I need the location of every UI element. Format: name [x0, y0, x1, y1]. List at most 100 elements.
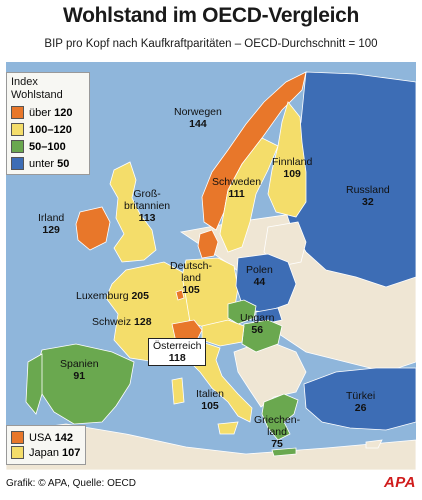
- label-tuerkei-name: Türkei: [346, 390, 376, 402]
- legend-swatch-green: [11, 140, 24, 153]
- label-spanien: Spanien 91: [60, 358, 99, 382]
- label-griechenland-value: 75: [271, 438, 283, 450]
- region-irland: [75, 206, 111, 251]
- legend-item-value: 100–120: [29, 123, 72, 136]
- label-luxemburg-name: Luxemburg: [76, 290, 129, 302]
- source-credit: Grafik: © APA, Quelle: OECD: [6, 478, 136, 489]
- comparison-box: USA 142 Japan 107: [6, 425, 86, 465]
- label-schweiz-value: 128: [134, 316, 152, 328]
- label-schweiz: Schweiz 128: [92, 316, 152, 328]
- region-griechenland: [261, 393, 299, 441]
- legend-title-line1: Index: [11, 76, 38, 88]
- label-russland-name: Russland: [346, 184, 390, 196]
- label-italien-name: Italien: [196, 388, 225, 400]
- label-grossbritannien: Groß- britannien 113: [124, 188, 170, 224]
- label-deutschland-value: 105: [182, 284, 200, 296]
- legend-swatch-yellow: [11, 123, 24, 136]
- label-irland-name: Irland: [38, 212, 65, 224]
- label-norwegen: Norwegen 144: [174, 106, 222, 130]
- legend-swatch-blue: [11, 157, 24, 170]
- region-tuerkei: [303, 367, 416, 431]
- legend-item-prefix: über: [29, 106, 55, 119]
- legend-item-value: 50: [57, 157, 70, 170]
- region-norwegen: [201, 71, 307, 231]
- label-deutschland-name2: land: [181, 272, 201, 284]
- label-tuerkei: Türkei 26: [346, 390, 375, 414]
- label-griechenland-name2: land: [267, 426, 287, 438]
- legend-item-value: 120: [54, 106, 73, 119]
- label-oesterreich-name: Österreich: [153, 340, 202, 352]
- region-zypern: [365, 439, 383, 449]
- label-deutschland: Deutsch- land 105: [170, 260, 212, 296]
- legend-item: 50–100: [11, 140, 85, 153]
- region-sizilien: [217, 421, 239, 435]
- label-grossbritannien-value: 113: [138, 212, 156, 224]
- label-schweiz-name: Schweiz: [92, 316, 132, 328]
- label-polen-value: 44: [253, 276, 266, 288]
- label-oesterreich-value: 118: [168, 352, 186, 364]
- label-finnland-name: Finnland: [272, 156, 313, 168]
- comparison-name: Japan: [29, 446, 59, 459]
- apa-logo: APA: [383, 474, 416, 491]
- label-norwegen-name: Norwegen: [174, 106, 222, 118]
- legend-swatch-orange: [11, 106, 24, 119]
- legend-item: über 120: [11, 106, 85, 119]
- label-griechenland-name1: Griechen-: [254, 414, 301, 426]
- map-area: Norwegen 144 Finnland 109 Schweden 111 R…: [6, 62, 416, 470]
- label-ungarn-name: Ungarn: [240, 312, 275, 324]
- region-kreta: [271, 447, 297, 457]
- region-sardinien: [171, 377, 185, 405]
- label-polen-name: Polen: [246, 264, 273, 276]
- legend: Index Wohlstand über 120 100–120 50–100 …: [6, 72, 90, 175]
- comparison-value: 142: [54, 431, 74, 444]
- region-ungarn: [241, 319, 283, 353]
- label-grossbritannien-name1: Groß-: [133, 188, 161, 200]
- label-tuerkei-value: 26: [354, 402, 367, 414]
- comparison-name: USA: [29, 431, 52, 444]
- comparison-item: Japan 107: [11, 446, 81, 459]
- legend-title-line2: Wohlstand: [11, 89, 63, 101]
- europe-map: [6, 62, 416, 470]
- label-spanien-value: 91: [73, 370, 86, 382]
- label-oesterreich: Österreich 118: [148, 338, 207, 366]
- legend-item: 100–120: [11, 123, 85, 136]
- region-portugal: [25, 353, 43, 415]
- label-finnland: Finnland 109: [272, 156, 312, 180]
- label-griechenland: Griechen- land 75: [254, 414, 300, 450]
- label-ungarn-value: 56: [251, 324, 264, 336]
- label-italien: Italien 105: [196, 388, 224, 412]
- label-spanien-name: Spanien: [60, 358, 99, 370]
- region-schweden: [219, 137, 279, 253]
- label-polen: Polen 44: [246, 264, 273, 288]
- comparison-value: 107: [62, 446, 81, 459]
- region-grossbritannien: [109, 161, 157, 263]
- label-luxemburg: Luxemburg 205: [76, 290, 149, 302]
- label-grossbritannien-name2: britannien: [124, 200, 171, 212]
- legend-item-prefix: unter: [29, 157, 58, 170]
- label-deutschland-name1: Deutsch-: [170, 260, 213, 272]
- label-italien-value: 105: [201, 400, 219, 412]
- region-finnland: [267, 101, 307, 218]
- land-baltics: [263, 221, 307, 268]
- label-schweden-value: 111: [228, 188, 245, 200]
- label-ungarn: Ungarn 56: [240, 312, 274, 336]
- region-daenemark: [197, 229, 219, 259]
- label-irland: Irland 129: [38, 212, 64, 236]
- region-polen: [235, 253, 297, 313]
- region-tschechien: [227, 299, 257, 325]
- label-russland-value: 32: [362, 196, 374, 208]
- label-irland-value: 129: [42, 224, 60, 236]
- label-schweden-name: Schweden: [212, 176, 262, 188]
- comparison-item: USA 142: [11, 431, 81, 444]
- comparison-swatch-orange: [11, 431, 24, 444]
- comparison-swatch-yellow: [11, 446, 24, 459]
- map-subtitle: BIP pro Kopf nach Kaufkraftparitäten – O…: [44, 38, 378, 50]
- label-finnland-value: 109: [283, 168, 301, 180]
- legend-item: unter 50: [11, 157, 85, 170]
- map-title: Wohlstand im OECD-Vergleich: [62, 4, 360, 27]
- label-luxemburg-value: 205: [131, 290, 149, 302]
- region-luxemburg: [175, 289, 185, 301]
- label-norwegen-value: 144: [189, 118, 207, 130]
- legend-item-value: 50–100: [29, 140, 66, 153]
- label-russland: Russland 32: [346, 184, 390, 208]
